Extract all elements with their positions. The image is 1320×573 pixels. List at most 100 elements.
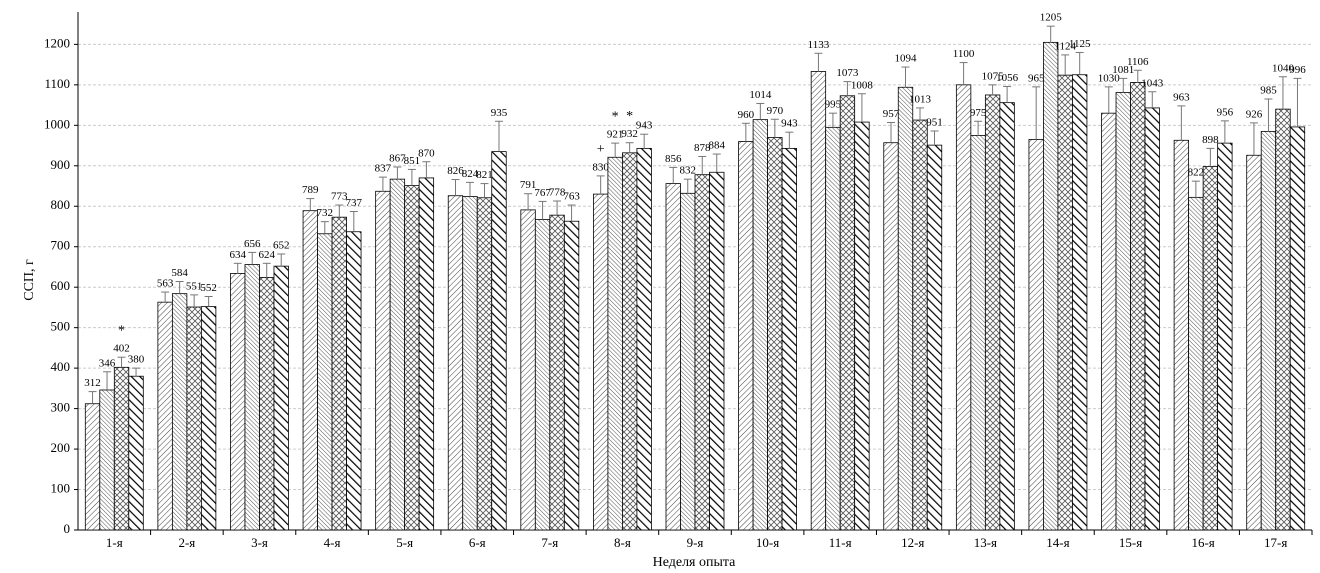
- value-label: 380: [128, 354, 145, 366]
- bar: [665, 183, 681, 531]
- y-tick-label: 700: [51, 238, 71, 253]
- x-tick-label: 12-я: [901, 535, 924, 550]
- bar: [84, 403, 101, 531]
- bar: [709, 171, 725, 531]
- value-label: 1030: [1098, 72, 1121, 84]
- bar: [781, 147, 797, 531]
- bar: [1057, 74, 1073, 531]
- value-label: 951: [926, 117, 943, 129]
- bar: [854, 121, 870, 531]
- value-label: 552: [200, 282, 217, 294]
- value-label: 778: [549, 187, 566, 199]
- x-tick-label: 7-я: [541, 535, 558, 550]
- value-label: 584: [171, 267, 188, 279]
- bar: [680, 192, 696, 531]
- y-tick-label: 900: [51, 157, 71, 172]
- bar: [897, 86, 914, 531]
- bar: [317, 233, 333, 531]
- bar: [1144, 107, 1160, 531]
- value-label: 1205: [1040, 12, 1063, 24]
- x-tick-label: 5-я: [396, 535, 413, 550]
- bar: [622, 152, 638, 531]
- bar: [230, 273, 246, 531]
- value-label: 551: [186, 280, 203, 292]
- value-label: 932: [621, 128, 638, 140]
- x-tick-label: 3-я: [251, 535, 268, 550]
- bar: [607, 156, 623, 531]
- x-tick-label: 11-я: [829, 535, 852, 550]
- value-label: 1094: [895, 53, 918, 65]
- y-tick-label: 200: [51, 440, 71, 455]
- x-axis-label: Неделя опыта: [653, 555, 737, 570]
- bar: [752, 119, 768, 531]
- value-label: 737: [346, 197, 363, 209]
- value-label: 960: [738, 109, 755, 121]
- value-label: 822: [1188, 167, 1205, 179]
- value-label: 312: [84, 377, 101, 389]
- value-label: 773: [331, 191, 348, 203]
- x-tick-label: 2-я: [178, 535, 195, 550]
- value-label: 1133: [808, 39, 830, 51]
- bar: [534, 219, 551, 531]
- value-label: 1008: [851, 79, 874, 91]
- bar: [157, 301, 173, 531]
- value-label: 867: [389, 153, 406, 165]
- bar: [259, 277, 275, 531]
- x-tick-label: 4-я: [324, 535, 341, 550]
- x-tick-label: 13-я: [974, 535, 997, 550]
- bar: [1188, 196, 1204, 531]
- bar: [1173, 139, 1190, 531]
- bar: [563, 220, 580, 531]
- value-label: 870: [418, 147, 435, 159]
- value-label: 821: [476, 169, 493, 181]
- value-label: 1075: [982, 70, 1005, 82]
- annotation: +: [597, 142, 605, 157]
- value-label: 346: [99, 357, 116, 369]
- x-tick-label: 17-я: [1264, 535, 1287, 550]
- value-label: 563: [157, 278, 174, 290]
- bar: [1028, 139, 1044, 531]
- x-tick-label: 10-я: [756, 535, 779, 550]
- y-tick-label: 800: [51, 197, 71, 212]
- bar: [810, 71, 827, 531]
- value-label: 996: [1289, 64, 1306, 76]
- bar: [113, 366, 130, 531]
- bar: [186, 306, 202, 531]
- value-label: 652: [273, 240, 290, 252]
- bar: [171, 293, 188, 531]
- bar: [389, 178, 406, 531]
- value-label: 943: [636, 120, 653, 132]
- value-label: 1043: [1141, 77, 1164, 89]
- value-label: 1013: [909, 93, 932, 105]
- value-label: 826: [447, 165, 464, 177]
- value-label: 1040: [1272, 62, 1295, 74]
- bar: [955, 84, 972, 531]
- bar: [883, 142, 899, 531]
- bar: [302, 210, 318, 531]
- annotation: *: [118, 323, 125, 338]
- bar: [738, 141, 754, 531]
- bar: [1260, 130, 1277, 531]
- bar: [549, 214, 565, 531]
- bar: [99, 389, 115, 531]
- value-label: 1014: [749, 89, 772, 101]
- value-label: 763: [563, 191, 580, 203]
- value-label: 634: [229, 249, 246, 261]
- value-label: 732: [317, 207, 334, 219]
- value-label: 965: [1028, 72, 1045, 84]
- y-tick-label: 1100: [44, 76, 70, 91]
- bar: [491, 151, 507, 531]
- bar: [1072, 74, 1088, 531]
- value-label: 878: [694, 142, 711, 154]
- bar: [520, 209, 536, 531]
- bar: [273, 265, 289, 531]
- annotation: *: [626, 109, 633, 124]
- y-tick-label: 600: [51, 278, 71, 293]
- bar: [767, 137, 783, 531]
- value-label: 935: [491, 107, 508, 119]
- y-tick-label: 400: [51, 359, 71, 374]
- value-label: 824: [462, 168, 479, 180]
- bar: [593, 193, 609, 531]
- value-label: 963: [1173, 91, 1190, 103]
